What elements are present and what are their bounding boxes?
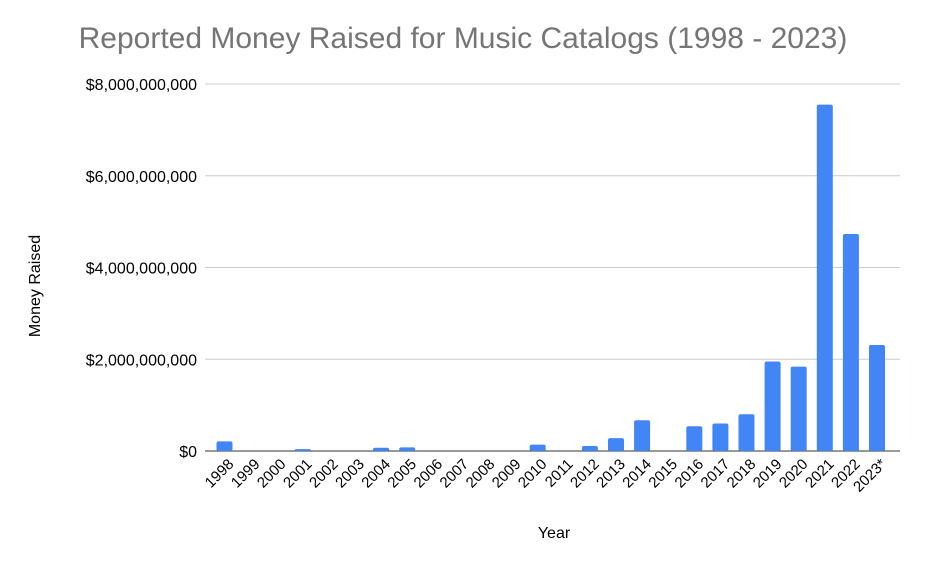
bar	[842, 234, 859, 451]
bar	[608, 438, 624, 451]
x-tick-label: 2005	[384, 456, 420, 492]
x-tick-label: 2000	[254, 456, 290, 492]
bar	[634, 420, 651, 451]
bar	[216, 441, 233, 451]
bar	[581, 445, 598, 451]
y-tick-label: $2,000,000,000	[86, 352, 197, 369]
x-tick-label: 2004	[358, 456, 394, 492]
x-tick-label: 2006	[411, 456, 447, 492]
x-tick-label: 2011	[542, 456, 577, 491]
x-tick-label: 2007	[437, 456, 473, 492]
chart-title: Reported Money Raised for Music Catalogs…	[78, 22, 848, 55]
y-tick-label: $4,000,000,000	[86, 261, 197, 278]
x-tick-label: 2018	[724, 456, 760, 492]
bar	[712, 423, 729, 451]
x-tick-label: 1998	[202, 456, 238, 492]
x-tick-label: 2016	[672, 456, 708, 492]
x-tick-label: 2015	[645, 456, 681, 492]
x-tick-label: 2001	[280, 456, 316, 492]
bar	[764, 361, 781, 451]
x-tick-label: 2012	[567, 456, 603, 492]
x-tick-label: 2002	[306, 456, 342, 492]
bar	[816, 104, 833, 452]
bar	[399, 447, 416, 451]
x-tick-label: 2019	[750, 456, 786, 492]
bar	[869, 345, 885, 451]
x-tick-label: 2003	[332, 456, 368, 492]
x-tick-label: 2013	[593, 456, 629, 492]
bar	[529, 444, 546, 451]
y-axis-ticks: $0 $2,000,000,000 $4,000,000,000 $6,000,000…	[86, 77, 197, 461]
bar	[373, 447, 390, 451]
x-tick-label: 2021	[802, 456, 838, 492]
y-tick-label: $0	[179, 444, 197, 461]
x-axis-label: Year	[537, 525, 571, 542]
x-tick-label: 2017	[698, 456, 734, 492]
bars	[216, 104, 885, 452]
x-tick-label: 2009	[489, 456, 525, 492]
x-axis-ticks: 1998199920002001200220032004200520062007…	[202, 456, 890, 496]
bar	[686, 426, 703, 451]
y-tick-label: $6,000,000,000	[86, 169, 197, 186]
x-tick-label: 1999	[228, 456, 264, 492]
bar	[738, 414, 755, 451]
x-tick-label: 2020	[776, 456, 812, 492]
x-tick-label: 2010	[515, 456, 551, 492]
bar	[790, 366, 807, 451]
x-tick-label: 2014	[619, 456, 655, 492]
bar	[294, 449, 311, 451]
y-tick-label: $8,000,000,000	[86, 77, 197, 94]
x-tick-label: 2008	[463, 456, 499, 492]
gridlines	[205, 83, 900, 452]
